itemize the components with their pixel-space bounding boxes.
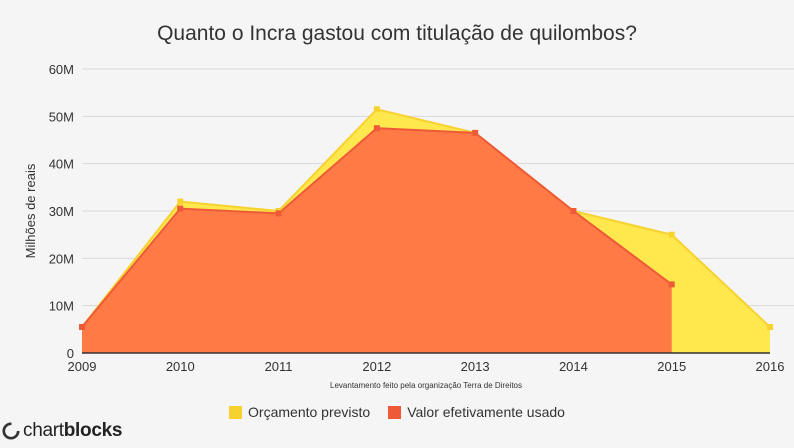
x-tick-label: 2009: [68, 359, 97, 374]
data-point: [275, 210, 282, 217]
y-tick-label: 20M: [49, 251, 74, 266]
legend-item-valor-usado[interactable]: Valor efetivamente usado: [388, 404, 565, 420]
y-tick-label: 0: [67, 346, 74, 361]
data-point: [767, 323, 773, 330]
data-point: [177, 205, 184, 212]
legend-item-orcamento[interactable]: Orçamento previsto: [229, 404, 370, 420]
x-axis-title: Levantamento feito pela organização Terr…: [330, 381, 522, 390]
x-axis-ticks: 2009 2010 2011 2012 2013 2014 2015 2016: [68, 359, 785, 374]
x-tick-label: 2015: [657, 359, 686, 374]
area-1: [82, 128, 672, 353]
chartblocks-logo-icon: [2, 422, 20, 440]
y-tick-label: 60M: [49, 62, 74, 77]
y-axis-title: Milhões de reais: [23, 163, 38, 258]
legend-label-orcamento: Orçamento previsto: [248, 404, 371, 420]
legend-label-valor-usado: Valor efetivamente usado: [407, 404, 565, 420]
data-point: [373, 106, 380, 113]
logo-text-bold: blocks: [63, 420, 123, 441]
data-point: [570, 208, 577, 214]
x-tick-label: 2010: [166, 359, 195, 374]
y-tick-label: 10M: [49, 299, 74, 314]
data-point: [373, 125, 380, 132]
y-axis-ticks: 0 10M 20M 30M 40M 50M 60M: [49, 62, 74, 361]
x-tick-label: 2012: [362, 359, 391, 374]
data-point: [668, 281, 675, 288]
chart-title: Quanto o Incra gastou com titulação de q…: [157, 22, 637, 45]
x-tick-label: 2016: [756, 359, 785, 374]
legend-swatch-valor-usado: [388, 405, 402, 419]
data-point: [79, 323, 85, 330]
data-point: [472, 129, 479, 136]
data-point: [177, 198, 184, 205]
line-0: [81, 108, 771, 328]
x-tick-label: 2011: [265, 359, 293, 374]
legend-swatch-orcamento: [229, 405, 243, 419]
y-tick-label: 30M: [49, 204, 74, 219]
legend: Orçamento previsto Valor efetivamente us…: [0, 404, 794, 420]
data-point: [668, 231, 675, 238]
series-areas: [81, 108, 771, 353]
logo-text-light: chart: [23, 420, 64, 441]
x-tick-label: 2013: [461, 359, 490, 374]
series-points: [79, 106, 773, 330]
y-tick-label: 40M: [49, 157, 74, 172]
chartblocks-logo[interactable]: chart blocks: [2, 420, 122, 442]
x-tick-label: 2014: [559, 359, 588, 374]
y-tick-label: 50M: [49, 109, 74, 124]
